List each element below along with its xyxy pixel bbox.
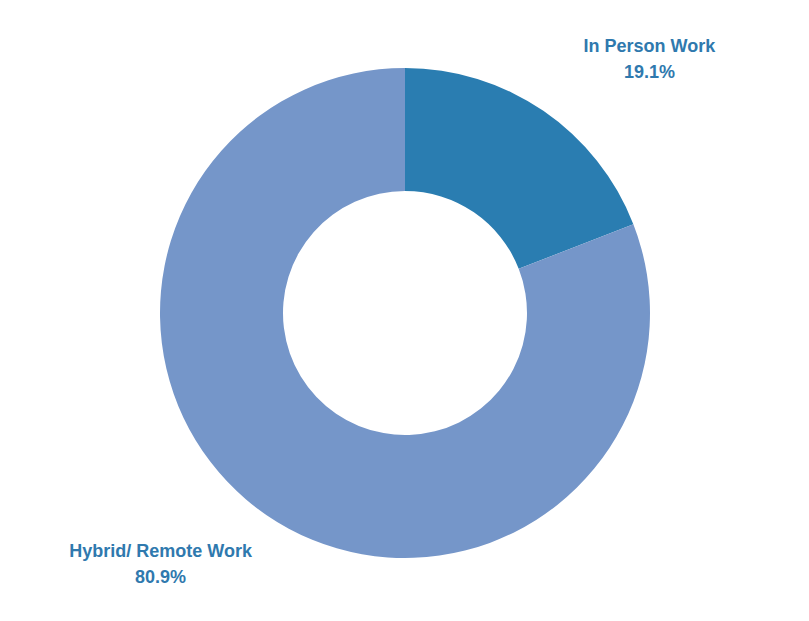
data-label: 19.1% (624, 62, 675, 82)
chart-container: In Person Work 19.1% Hybrid/ Remote Work 80… (0, 0, 809, 621)
slice (160, 68, 650, 558)
data-label: 80.9% (135, 567, 186, 587)
slice-label: Hybrid/ Remote Work (69, 541, 253, 561)
labels: In Person Work 19.1% Hybrid/ Remote Work 80… (69, 36, 716, 586)
slice-label: In Person Work (584, 36, 717, 56)
slices (160, 68, 650, 558)
chart-svg: In Person Work 19.1% Hybrid/ Remote Work 80… (0, 0, 809, 621)
